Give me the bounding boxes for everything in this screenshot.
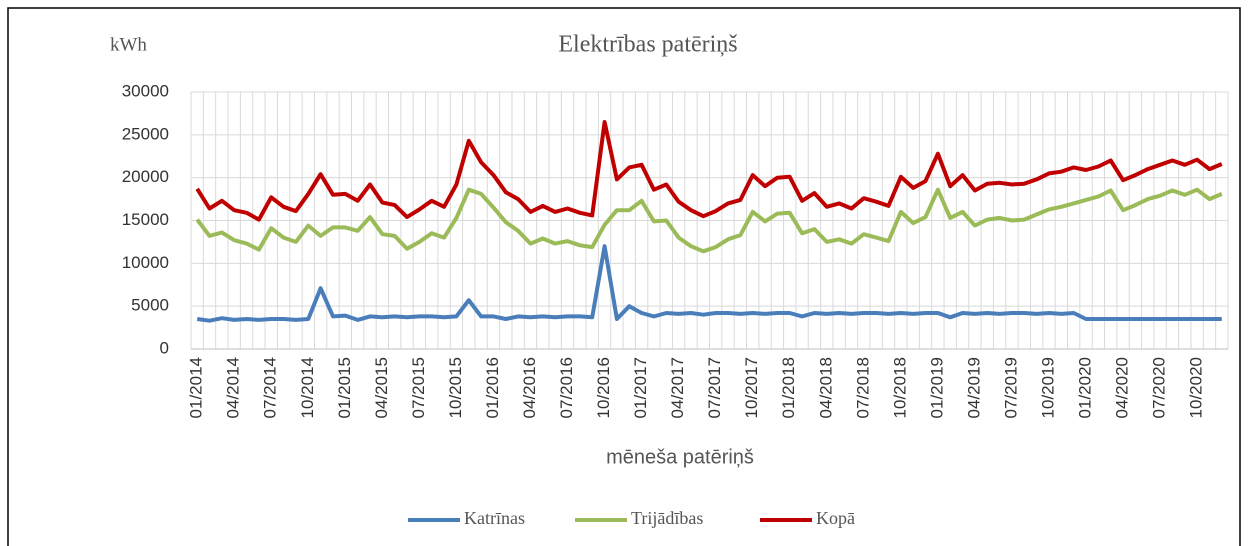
series-line [195,187,1223,254]
x-tick-label: 01/2020 [1076,357,1095,418]
x-tick-label: 01/2016 [483,357,502,418]
y-tick-label: 30000 [122,81,169,100]
legend-label: Katrīnas [464,508,525,528]
series-line [196,244,1222,323]
x-tick-label: 04/2019 [964,357,983,418]
x-tick-label: 04/2018 [816,357,835,418]
x-tick-label: 07/2014 [261,357,280,418]
x-tick-label: 10/2014 [298,357,317,418]
x-tick-label: 04/2014 [224,357,243,418]
x-tick-label: 10/2020 [1187,357,1206,418]
x-tick-label: 10/2018 [890,357,909,418]
x-tick-label: 01/2018 [779,357,798,418]
x-tick-label: 10/2016 [594,357,613,418]
y-tick-label: 5000 [131,296,169,315]
x-tick-label: 04/2020 [1113,357,1132,418]
chart-title: Elektrības patēriņš [558,32,737,58]
x-tick-label: 07/2020 [1150,357,1169,418]
x-tick-label: 10/2015 [446,357,465,418]
x-tick-label: 07/2017 [705,357,724,418]
x-tick-label: 10/2017 [742,357,761,418]
x-tick-label: 07/2019 [1001,357,1020,418]
x-tick-label: 01/2017 [631,357,650,418]
x-tick-label: 04/2017 [668,357,687,418]
y-tick-label: 0 [160,338,169,357]
x-tick-label: 10/2019 [1038,357,1057,418]
y-tick-label: 10000 [122,253,169,272]
x-tick-label: 01/2014 [187,357,206,418]
y-tick-label: 20000 [122,167,169,186]
y-tick-label: 15000 [122,210,169,229]
x-tick-label: 01/2019 [927,357,946,418]
x-tick-label: 04/2015 [372,357,391,418]
x-tick-label: 07/2018 [853,357,872,418]
x-tick-label: 04/2016 [520,357,539,418]
x-tick-label: 07/2016 [557,357,576,418]
legend-label: Trijādības [631,508,703,528]
x-tick-label: 01/2015 [335,357,354,418]
series-line [195,120,1223,222]
y-axis-label: kWh [110,34,147,55]
x-tick-label: 07/2015 [409,357,428,418]
y-tick-label: 25000 [122,124,169,143]
legend-label: Kopā [816,508,855,528]
chart-frame [7,7,1241,546]
x-axis-label: mēneša patēriņš [606,446,754,468]
